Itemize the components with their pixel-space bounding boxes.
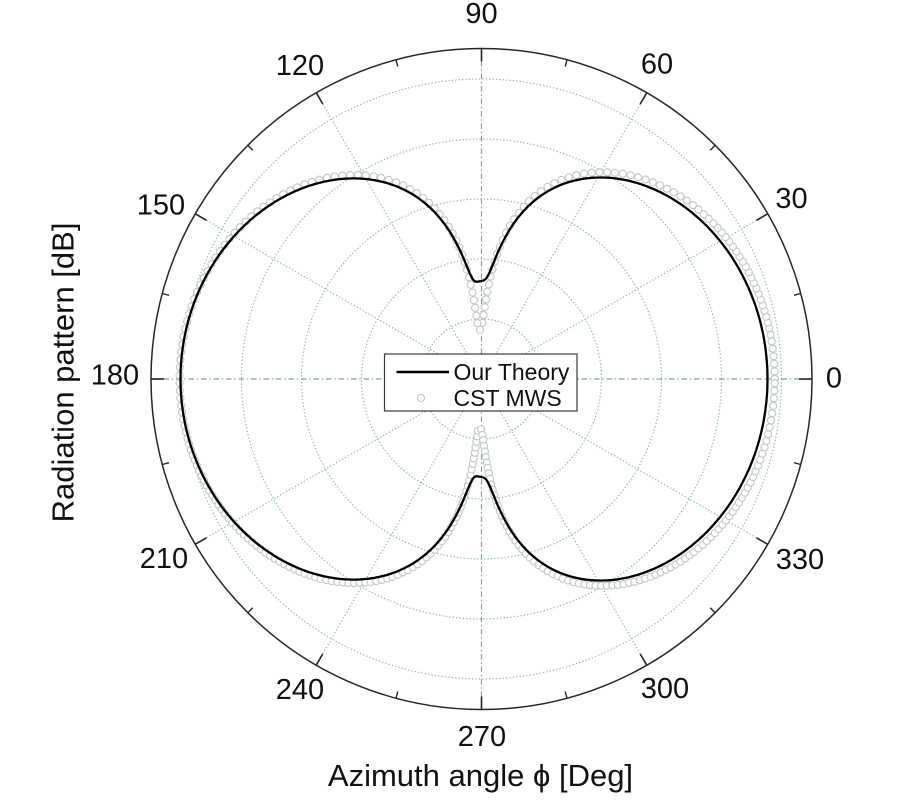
- svg-text:240: 240: [276, 674, 324, 706]
- svg-text:300: 300: [641, 673, 689, 705]
- svg-text:0: 0: [826, 363, 842, 395]
- svg-text:Our Theory: Our Theory: [454, 359, 570, 385]
- svg-text:Radiation pattern [dB]: Radiation pattern [dB]: [46, 223, 81, 523]
- svg-text:CST MWS: CST MWS: [454, 385, 562, 411]
- svg-text:180: 180: [91, 360, 139, 392]
- svg-text:Azimuth angle ϕ [Deg]: Azimuth angle ϕ [Deg]: [328, 758, 633, 793]
- svg-text:150: 150: [137, 190, 185, 222]
- svg-text:120: 120: [276, 50, 324, 82]
- svg-text:210: 210: [140, 543, 188, 575]
- svg-text:330: 330: [776, 544, 824, 576]
- svg-text:60: 60: [641, 49, 673, 81]
- svg-text:30: 30: [775, 183, 807, 215]
- svg-text:90: 90: [465, 0, 497, 30]
- svg-text:270: 270: [458, 721, 506, 753]
